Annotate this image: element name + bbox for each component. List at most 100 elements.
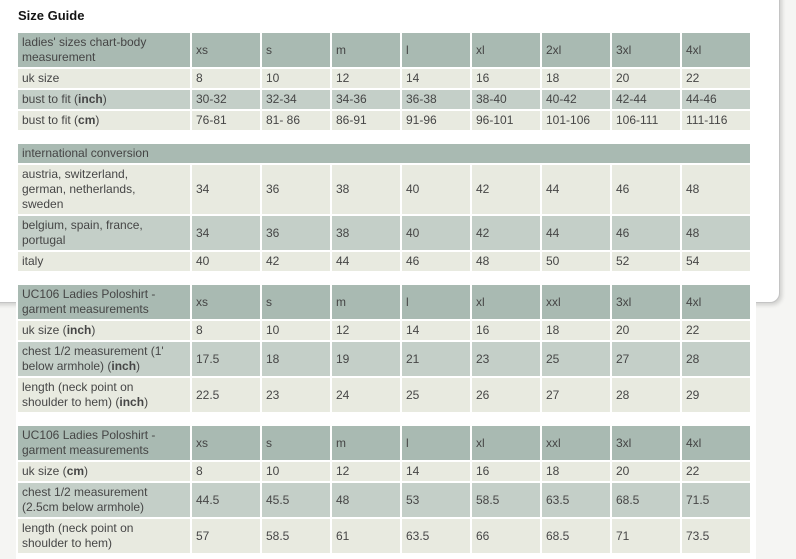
row-label-cell: length (neck point on shoulder to hem) [18,519,190,553]
size-col-header: 2xl [542,33,610,67]
value-cell: 26 [472,378,540,412]
value-cell: 44-46 [682,90,750,109]
page-title: Size Guide [18,8,85,23]
label-segment: belgium, spain, france, portugal [22,218,143,247]
row-label-cell: chest 1/2 measurement (2.5cm below armho… [18,483,190,517]
table-row: bust to fit (inch) 30-32 32-34 34-36 36-38 38… [18,90,750,109]
value-cell: 20 [612,321,680,340]
size-col-header: xxl [542,285,610,319]
label-segment: ) [102,92,107,106]
value-cell: 40 [192,252,260,271]
value-cell: 25 [542,342,610,376]
size-guide-section: Size Guide ladies' sizes chart-body meas… [16,0,756,559]
table-row: uk size (inch) 8 10 12 14 16 18 20 22 [18,321,750,340]
value-cell: 91-96 [402,111,470,130]
value-cell: 8 [192,462,260,481]
value-cell: 40 [402,216,470,250]
value-cell: 38 [332,216,400,250]
label-segment: length (neck point on shoulder to hem) ( [22,380,134,409]
label-segment: ladies' sizes chart-body measurement [22,35,147,64]
value-cell: 14 [402,321,470,340]
value-cell: 14 [402,69,470,88]
value-cell: 101-106 [542,111,610,130]
table-row: chest 1/2 measurement (1' below armhole)… [18,342,750,376]
table-uc106-garment-measurements-inch: UC106 Ladies Poloshirt - garment measure… [16,283,752,414]
value-cell: 81- 86 [262,111,330,130]
table-header-row: international conversion [18,144,750,163]
value-cell: 40-42 [542,90,610,109]
value-cell: 36 [262,165,330,214]
size-col-header: xl [472,426,540,460]
value-cell: 71.5 [682,483,750,517]
label-segment: ) [136,359,141,373]
label-segment: ) [95,113,100,127]
row-label-cell: bust to fit (cm) [18,111,190,130]
value-cell: 18 [262,342,330,376]
value-cell: 27 [542,378,610,412]
value-cell: 12 [332,69,400,88]
table-header-row: UC106 Ladies Poloshirt - garment measure… [18,285,750,319]
value-cell: 68.5 [542,519,610,553]
label-segment: austria, switzerland, german, netherland… [22,167,136,211]
value-cell: 23 [262,378,330,412]
value-cell: 25 [402,378,470,412]
value-cell: 44 [542,165,610,214]
value-cell: 16 [472,321,540,340]
size-col-header: m [332,285,400,319]
value-cell: 48 [472,252,540,271]
value-cell: 42 [262,252,330,271]
table-title-cell: international conversion [18,144,750,163]
value-cell: 24 [332,378,400,412]
size-col-header: xs [192,426,260,460]
value-cell: 14 [402,462,470,481]
value-cell: 12 [332,321,400,340]
value-cell: 18 [542,462,610,481]
table-international-conversion: international conversion austria, switzer… [16,142,752,273]
label-segment: UC106 Ladies Poloshirt - garment measure… [22,287,156,316]
label-bold-segment: inch [119,395,145,409]
value-cell: 38-40 [472,90,540,109]
table-row: length (neck point on shoulder to hem) 57… [18,519,750,553]
value-cell: 96-101 [472,111,540,130]
value-cell: 22.5 [192,378,260,412]
row-label-cell: chest 1/2 measurement (1' below armhole)… [18,342,190,376]
value-cell: 36-38 [402,90,470,109]
value-cell: 42 [472,216,540,250]
label-segment: chest 1/2 measurement (1' below armhole)… [22,344,164,373]
value-cell: 29 [682,378,750,412]
row-label-cell: austria, switzerland, german, netherland… [18,165,190,214]
value-cell: 19 [332,342,400,376]
value-cell: 27 [612,342,680,376]
value-cell: 63.5 [402,519,470,553]
label-segment: length (neck point on shoulder to hem) [22,521,134,550]
size-col-header: m [332,426,400,460]
table-uc106-garment-measurements-cm: UC106 Ladies Poloshirt - garment measure… [16,424,752,555]
table-ladies-sizes-body-measurement: ladies' sizes chart-body measurement xs s m… [16,31,752,132]
size-col-header: xs [192,285,260,319]
value-cell: 16 [472,462,540,481]
value-cell: 34-36 [332,90,400,109]
size-col-header: 4xl [682,285,750,319]
size-col-header: 4xl [682,426,750,460]
table-title-cell: ladies' sizes chart-body measurement [18,33,190,67]
size-col-header: m [332,33,400,67]
value-cell: 28 [682,342,750,376]
value-cell: 86-91 [332,111,400,130]
size-col-header: 3xl [612,426,680,460]
table-row: uk size 8 10 12 14 16 18 20 22 [18,69,750,88]
value-cell: 106-111 [612,111,680,130]
label-bold-segment: inch [111,359,137,373]
table-header-row: UC106 Ladies Poloshirt - garment measure… [18,426,750,460]
value-cell: 18 [542,321,610,340]
value-cell: 34 [192,216,260,250]
value-cell: 23 [472,342,540,376]
table-row: italy 40 42 44 46 48 50 52 54 [18,252,750,271]
value-cell: 63.5 [542,483,610,517]
value-cell: 32-34 [262,90,330,109]
size-col-header: l [402,285,470,319]
label-segment: ) [91,323,96,337]
size-col-header: xl [472,285,540,319]
value-cell: 46 [612,165,680,214]
value-cell: 76-81 [192,111,260,130]
